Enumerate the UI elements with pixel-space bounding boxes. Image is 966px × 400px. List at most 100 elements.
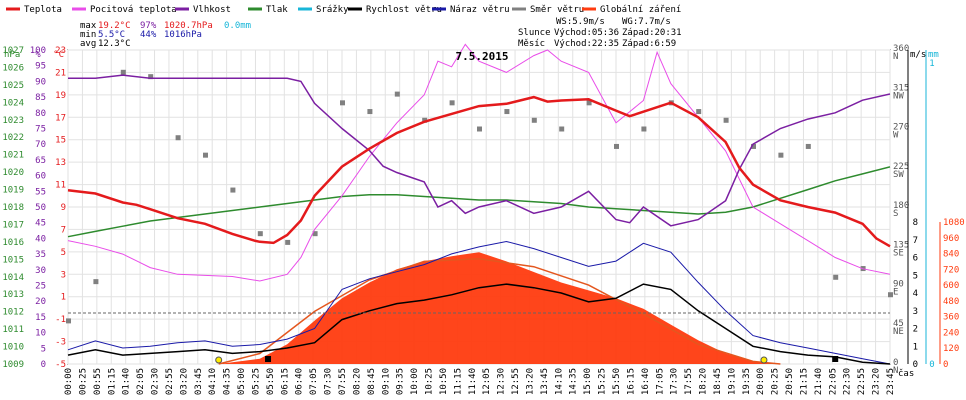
- wind-dir-point: [696, 109, 702, 115]
- x-tick-label: 14:35: [569, 368, 579, 395]
- y-tick-wind: 2: [913, 325, 918, 335]
- x-tick-label: 20:25: [771, 368, 781, 395]
- y-tick-pressure: 1025: [2, 81, 24, 91]
- wind-dir-point: [203, 152, 208, 158]
- y-tick-wind-dir: 270: [893, 123, 909, 133]
- legend-item: Směr větru: [512, 5, 584, 15]
- y-tick-solar: 960: [943, 234, 959, 244]
- x-tick-label: 03:45: [194, 368, 204, 395]
- series-gust: [67, 240, 891, 365]
- y-tick-temperature: 3: [61, 270, 66, 280]
- stats-block: max 19.2°C 97% 1020.7hPa 0.0mm min 5.5°C…: [80, 21, 251, 49]
- y-tick-wind: 1: [913, 342, 918, 352]
- x-tick-label: 10:25: [425, 368, 435, 395]
- x-tick-label: 08:20: [352, 368, 362, 395]
- y-tick-pressure: 1021: [2, 151, 24, 161]
- stats-min-label: min: [80, 30, 96, 40]
- y-tick-wind: 7: [913, 236, 918, 246]
- y-tick-solar: 720: [943, 265, 959, 275]
- y-tick-humidity: 60: [35, 172, 46, 182]
- y-tick-solar: 360: [943, 313, 959, 323]
- x-axis-label: čas: [898, 368, 914, 379]
- x-tick-label: 01:40: [122, 368, 132, 395]
- y-tick-wind-dir-name: N: [893, 366, 898, 376]
- y-tick-pressure: 1020: [2, 168, 24, 178]
- sunrise-marker: [215, 356, 223, 364]
- info-sun-set: Západ:20:31: [622, 28, 682, 38]
- legend-item: Rychlost větru: [348, 5, 442, 15]
- y-tick-humidity: 90: [35, 77, 46, 87]
- y-tick-rain: 0: [929, 360, 934, 370]
- y-tick-pressure: 1026: [2, 63, 24, 73]
- x-tick-label: 16:15: [626, 368, 636, 395]
- y-tick-pressure: 1010: [2, 343, 24, 353]
- x-tick-label: 00:00: [64, 368, 74, 395]
- y-tick-humidity: 75: [35, 125, 46, 135]
- legend-label: Globální záření: [600, 5, 681, 15]
- legend-item: Globální záření: [582, 5, 681, 15]
- x-tick-label: 23:45: [886, 368, 896, 395]
- x-tick-label: 02:55: [165, 368, 175, 395]
- y-tick-pressure: 1017: [2, 220, 24, 230]
- y-tick-wind-dir: 180: [893, 201, 909, 211]
- wind-dir-point: [340, 100, 345, 106]
- legend-item: Srážky: [298, 5, 349, 15]
- info-block: WS:5.9m/s WG:7.7m/s Slunce Východ:05:36 …: [518, 17, 682, 49]
- stats-min-temp: 5.5°C: [98, 30, 125, 40]
- wind-dir-point: [805, 143, 811, 149]
- wind-dir-point: [367, 109, 373, 115]
- y-tick-temperature: 5: [61, 248, 66, 258]
- wind-dir-point: [504, 109, 510, 115]
- x-tick-label: 12:05: [482, 368, 492, 395]
- wind-dir-point: [751, 143, 756, 149]
- axis-label-pressure: hPa: [4, 50, 20, 60]
- wind-dir-point: [120, 69, 126, 75]
- x-tick-label: 03:20: [179, 368, 189, 395]
- axis-label-wind: m/s: [910, 50, 926, 60]
- x-tick-label: 22:30: [843, 368, 853, 395]
- x-tick-label: 14:10: [554, 368, 564, 395]
- y-tick-wind-dir: 90: [893, 280, 904, 290]
- series-solar-clear: [218, 258, 781, 365]
- legend-item: Teplota: [6, 5, 62, 15]
- y-tick-pressure: 1015: [2, 255, 24, 265]
- x-tick-label: 18:45: [713, 368, 723, 395]
- y-tick-wind-dir: 135: [893, 240, 909, 250]
- y-tick-temperature: -1: [55, 315, 66, 325]
- x-tick-label: 08:45: [367, 368, 377, 395]
- legend-label: Rychlost větru: [366, 5, 442, 15]
- y-tick-pressure: 1014: [2, 273, 24, 283]
- legend: Teplota Pocitová teplota Vlhkost Tlak Srážky…: [6, 5, 681, 15]
- x-tick-label: 13:45: [540, 368, 550, 395]
- x-tick-label: 17:55: [684, 368, 694, 395]
- legend-item: Náraz větru: [432, 5, 510, 15]
- y-tick-humidity: 65: [35, 156, 46, 166]
- x-tick-label: 22:05: [828, 368, 838, 395]
- stats-max-label: max: [80, 21, 97, 31]
- chart-title: 7.5.2015: [456, 50, 509, 63]
- y-tick-wind-dir: 0: [893, 358, 898, 368]
- y-tick-solar: 480: [943, 297, 959, 307]
- y-tick-pressure: 1009: [2, 360, 24, 370]
- y-tick-pressure: 1024: [2, 98, 24, 108]
- y-tick-temperature: -3: [55, 338, 66, 348]
- stats-min-humidity: 44%: [140, 30, 157, 40]
- y-tick-solar: 600: [943, 281, 959, 291]
- wind-dir-point: [394, 91, 400, 97]
- y-tick-wind: 3: [913, 307, 918, 317]
- y-tick-humidity: 20: [35, 297, 46, 307]
- x-tick-label: 05:25: [251, 368, 261, 395]
- x-tick-label: 02:30: [151, 368, 161, 395]
- axis-label-humidity: %: [35, 50, 41, 60]
- stats-min-pressure: 1016hPa: [164, 30, 202, 40]
- x-tick-label: 11:40: [468, 368, 478, 395]
- info-wind-gust: WG:7.7m/s: [622, 17, 671, 27]
- x-tick-label: 05:50: [266, 368, 276, 395]
- x-tick-label: 07:30: [324, 368, 334, 395]
- legend-label: Směr větru: [530, 5, 584, 15]
- axis-label-rain: mm: [928, 50, 939, 60]
- y-tick-humidity: 80: [35, 109, 46, 119]
- x-tick-label: 20:00: [756, 368, 766, 395]
- y-tick-wind: 4: [913, 289, 918, 299]
- legend-label: Teplota: [24, 5, 62, 15]
